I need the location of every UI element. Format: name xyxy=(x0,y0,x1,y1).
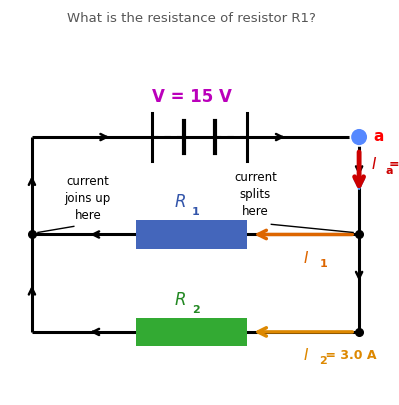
Text: 1: 1 xyxy=(192,207,200,217)
Text: a: a xyxy=(373,128,383,143)
Text: current
splits
here: current splits here xyxy=(234,171,277,218)
Text: $\mathit{I}$: $\mathit{I}$ xyxy=(303,249,309,265)
Text: $\mathit{I}$: $\mathit{I}$ xyxy=(371,156,377,172)
Text: $\mathit{R}$: $\mathit{R}$ xyxy=(174,193,186,211)
Text: 1: 1 xyxy=(319,258,327,268)
Bar xyxy=(136,221,247,249)
Text: = 3.0 A: = 3.0 A xyxy=(321,348,377,361)
Text: = 5.0 A: = 5.0 A xyxy=(389,158,399,171)
Bar xyxy=(136,318,247,346)
Circle shape xyxy=(350,129,368,147)
Text: a: a xyxy=(385,165,393,175)
Text: V = 15 V: V = 15 V xyxy=(152,88,231,106)
Text: current
joins up
here: current joins up here xyxy=(65,175,111,222)
Text: What is the resistance of resistor R1?: What is the resistance of resistor R1? xyxy=(67,12,316,25)
Text: 2: 2 xyxy=(319,356,327,365)
Text: $\mathit{R}$: $\mathit{R}$ xyxy=(174,290,186,308)
Text: $\mathit{I}$: $\mathit{I}$ xyxy=(303,346,309,362)
Text: 2: 2 xyxy=(192,304,200,314)
